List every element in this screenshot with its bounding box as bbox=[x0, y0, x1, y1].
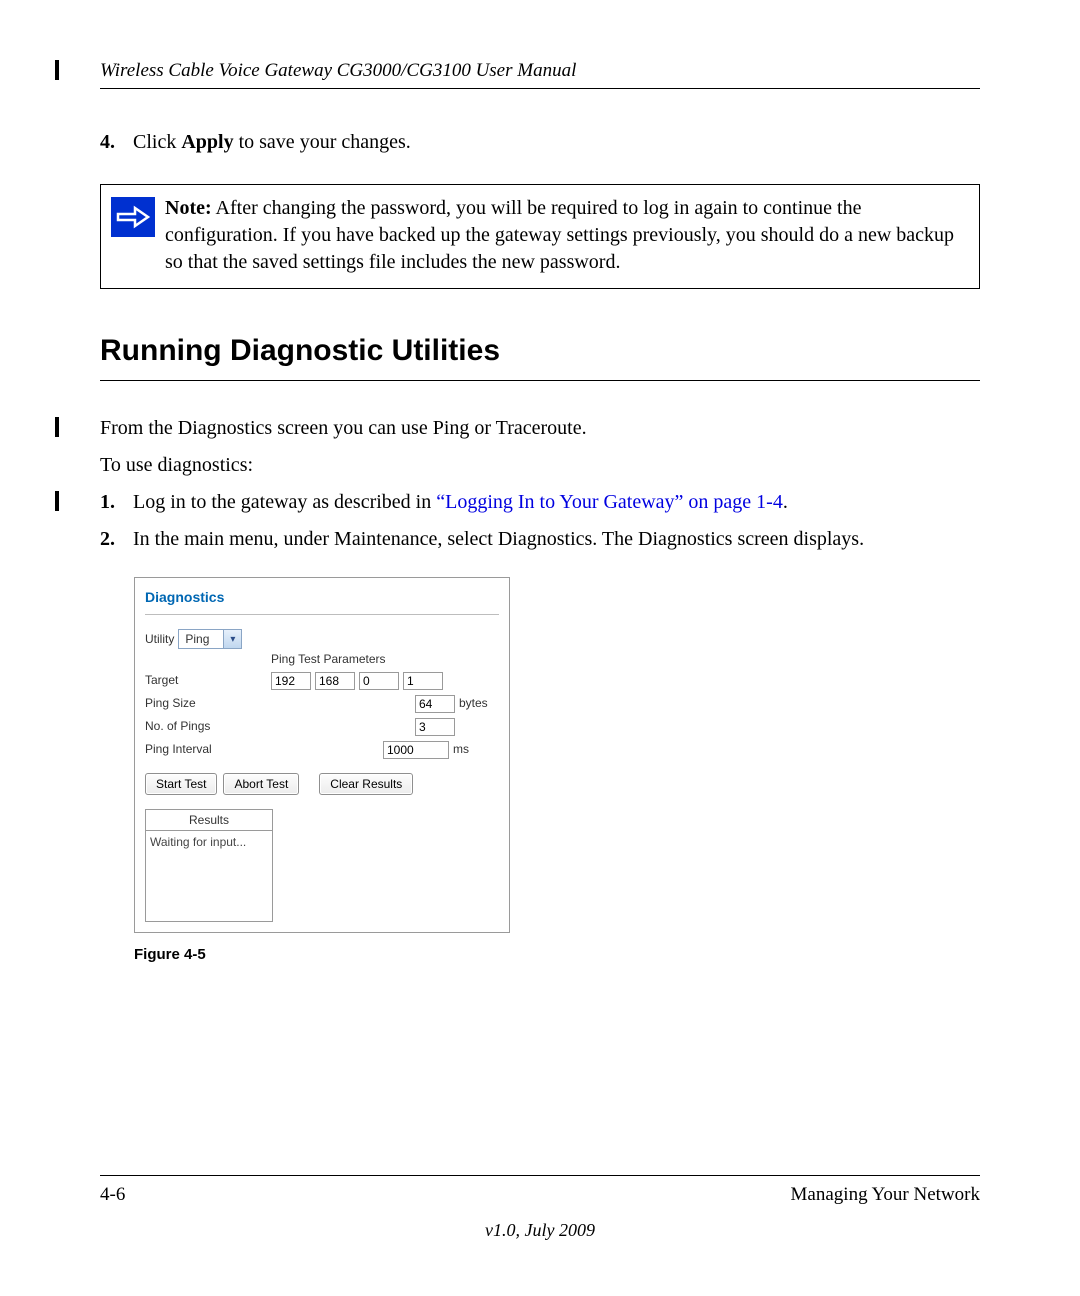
target-row: Target bbox=[145, 672, 499, 690]
utility-select[interactable]: Ping ▾ bbox=[178, 629, 242, 649]
step-2-text: In the main menu, under Maintenance, sel… bbox=[133, 528, 864, 550]
target-octet-1[interactable] bbox=[271, 672, 311, 690]
step-1-number: 1. bbox=[100, 489, 128, 516]
ping-interval-row: Ping Interval ms bbox=[145, 741, 499, 759]
utility-label: Utility bbox=[145, 631, 174, 647]
target-octet-3[interactable] bbox=[359, 672, 399, 690]
page-number: 4-6 bbox=[100, 1184, 125, 1206]
abort-test-button[interactable]: Abort Test bbox=[223, 773, 299, 795]
ping-size-input[interactable] bbox=[415, 695, 455, 713]
note-box: Note: After changing the password, you w… bbox=[100, 184, 980, 289]
utility-select-value: Ping bbox=[179, 631, 223, 647]
step-2: 2. In the main menu, under Maintenance, … bbox=[100, 526, 980, 553]
results-body: Waiting for input... bbox=[145, 830, 273, 922]
utility-row: Utility Ping ▾ bbox=[145, 629, 499, 649]
note-text: Note: After changing the password, you w… bbox=[163, 185, 979, 288]
header-title: Wireless Cable Voice Gateway CG3000/CG31… bbox=[100, 60, 576, 81]
chevron-down-icon[interactable]: ▾ bbox=[223, 630, 241, 648]
page-footer: 4-6 Managing Your Network bbox=[100, 1175, 980, 1206]
note-icon-cell bbox=[101, 185, 163, 249]
results-box: Results Waiting for input... bbox=[145, 809, 275, 922]
arrow-right-icon bbox=[111, 197, 155, 237]
diagnostics-title: Diagnostics bbox=[145, 588, 499, 616]
step-4-number: 4. bbox=[100, 129, 128, 156]
clear-results-button[interactable]: Clear Results bbox=[319, 773, 413, 795]
step-1: 1. Log in to the gateway as described in… bbox=[100, 489, 980, 516]
step-4-prefix: Click bbox=[133, 131, 181, 153]
ping-size-unit: bytes bbox=[459, 695, 488, 711]
ping-interval-label: Ping Interval bbox=[145, 741, 271, 757]
ping-test-parameters-label: Ping Test Parameters bbox=[271, 651, 499, 667]
step-4-bold: Apply bbox=[181, 131, 233, 153]
note-body: After changing the password, you will be… bbox=[165, 197, 954, 273]
ping-size-label: Ping Size bbox=[145, 695, 271, 711]
para-intro-text: From the Diagnostics screen you can use … bbox=[100, 417, 587, 439]
para-intro: From the Diagnostics screen you can use … bbox=[100, 415, 980, 442]
page-header: Wireless Cable Voice Gateway CG3000/CG31… bbox=[100, 60, 980, 89]
target-octet-2[interactable] bbox=[315, 672, 355, 690]
start-test-button[interactable]: Start Test bbox=[145, 773, 217, 795]
no-of-pings-input[interactable] bbox=[415, 718, 455, 736]
footer-section: Managing Your Network bbox=[791, 1184, 980, 1206]
revision-bar bbox=[55, 417, 59, 437]
ping-interval-input[interactable] bbox=[383, 741, 449, 759]
ping-size-row: Ping Size bytes bbox=[145, 695, 499, 713]
login-link[interactable]: “Logging In to Your Gateway” on page 1-4 bbox=[436, 491, 783, 513]
revision-bar bbox=[55, 491, 59, 511]
step-4-suffix: to save your changes. bbox=[234, 131, 411, 153]
figure-wrap: Diagnostics Utility Ping ▾ Ping Test Par… bbox=[134, 577, 980, 966]
target-ip-inputs bbox=[271, 672, 443, 690]
revision-bar bbox=[55, 60, 59, 80]
target-octet-4[interactable] bbox=[403, 672, 443, 690]
step-1-prefix: Log in to the gateway as described in bbox=[133, 491, 436, 513]
results-label: Results bbox=[145, 809, 273, 830]
no-of-pings-label: No. of Pings bbox=[145, 718, 271, 734]
step-4: 4. Click Apply to save your changes. bbox=[100, 129, 980, 156]
para-touse: To use diagnostics: bbox=[100, 452, 980, 479]
diagnostics-panel: Diagnostics Utility Ping ▾ Ping Test Par… bbox=[134, 577, 510, 933]
step-1-suffix: . bbox=[783, 491, 788, 513]
target-label: Target bbox=[145, 672, 271, 688]
figure-caption: Figure 4-5 bbox=[134, 945, 980, 965]
footer-version: v1.0, July 2009 bbox=[0, 1220, 1080, 1241]
ping-interval-unit: ms bbox=[453, 741, 469, 757]
button-row: Start Test Abort Test Clear Results bbox=[145, 773, 499, 795]
note-label: Note: bbox=[165, 197, 212, 219]
no-of-pings-row: No. of Pings bbox=[145, 718, 499, 736]
section-heading: Running Diagnostic Utilities bbox=[100, 331, 980, 381]
step-2-number: 2. bbox=[100, 526, 128, 553]
